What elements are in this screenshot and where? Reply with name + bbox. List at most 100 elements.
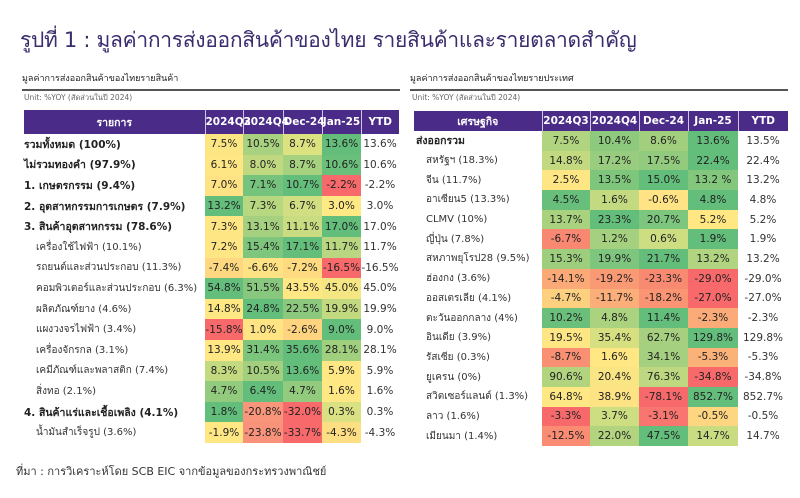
row-label: จีน (11.7%) bbox=[414, 170, 542, 191]
cell-2024q3: 14.8% bbox=[205, 298, 243, 320]
table-row: จีน (11.7%) 2.5% 13.5% 15.0% 13.2 % 13.2% bbox=[414, 170, 788, 191]
cell-2024q3: 64.8% bbox=[542, 386, 590, 407]
table-row: 1. เกษตรกรรม (9.4%) 7.0% 7.1% 10.7% -2.2% -2.… bbox=[24, 175, 399, 196]
cell-jan-25: 28.1% bbox=[322, 339, 361, 361]
cell-2024q4: 3.7% bbox=[590, 406, 639, 427]
cell-2024q3: -12.5% bbox=[542, 426, 590, 446]
cell-ytd: 13.2% bbox=[738, 249, 788, 269]
table-row: ออสเตรเลีย (4.1%) -4.7% -11.7% -18.2% -27.0%… bbox=[414, 288, 788, 309]
cell-dec-24: -32.0% bbox=[283, 401, 322, 423]
cell-dec-24: 22.5% bbox=[283, 298, 322, 320]
cell-2024q4: 1.6% bbox=[590, 190, 639, 210]
left-table-subtitle: มูลค่าการส่งออกสินค้าของไทยรายสินค้า bbox=[22, 71, 400, 91]
cell-2024q3: -6.7% bbox=[542, 229, 590, 250]
header-economy: เศรษฐกิจ bbox=[414, 111, 542, 131]
cell-dec-24: 11.1% bbox=[283, 216, 322, 237]
cell-ytd: -2.2% bbox=[361, 175, 399, 196]
cell-ytd: 129.8% bbox=[738, 327, 788, 348]
cell-jan-25: 3.0% bbox=[322, 195, 361, 217]
cell-jan-25: 22.4% bbox=[688, 150, 738, 171]
cell-dec-24: 6.7% bbox=[283, 195, 322, 217]
cell-ytd: -2.3% bbox=[738, 308, 788, 328]
figure-title: รูปที่ 1 : มูลค่าการส่งออกสินค้าของไทย ร… bbox=[20, 28, 637, 52]
cell-2024q4: 7.3% bbox=[243, 195, 283, 217]
row-label: ผลิตภัณฑ์ยาง (4.6%) bbox=[24, 298, 205, 320]
cell-dec-24: -2.6% bbox=[283, 319, 322, 340]
cell-jan-25: 5.9% bbox=[322, 360, 361, 382]
table-row: แผงวงจรไฟฟ้า (3.4%) -15.8% 1.0% -2.6% 9.0% 9.… bbox=[24, 319, 399, 340]
cell-ytd: 3.0% bbox=[361, 195, 399, 217]
cell-2024q4: 10.5% bbox=[243, 134, 283, 155]
cell-jan-25: -16.5% bbox=[322, 257, 361, 279]
cell-ytd: -29.0% bbox=[738, 268, 788, 289]
table-row: น้ำมันสำเร็จรูป (3.6%) -1.9% -23.8% -33.7% -… bbox=[24, 422, 399, 443]
cell-jan-25: -2.2% bbox=[322, 175, 361, 196]
header-ytd: YTD bbox=[737, 111, 788, 131]
cell-dec-24: 43.5% bbox=[283, 278, 322, 299]
cell-dec-24: 76.3% bbox=[639, 367, 688, 387]
cell-2024q4: 15.4% bbox=[243, 236, 283, 258]
cell-ytd: 5.2% bbox=[738, 209, 788, 230]
table-header-row: เศรษฐกิจ 2024Q3 2024Q4 Dec-24 Jan-25 YTD bbox=[414, 111, 788, 131]
row-label: ตะวันออกกลาง (4%) bbox=[414, 308, 542, 328]
table-row: ไม่รวมทองคำ (97.9%) 6.1% 8.0% 8.7% 10.6% 10.6… bbox=[24, 154, 399, 176]
row-label: รถยนต์และส่วนประกอบ (11.3%) bbox=[24, 257, 205, 279]
cell-2024q3: 7.5% bbox=[205, 134, 243, 155]
cell-2024q3: 7.0% bbox=[205, 175, 243, 196]
cell-ytd: 5.9% bbox=[361, 360, 399, 382]
cell-2024q4: 23.3% bbox=[590, 209, 639, 230]
cell-ytd: 13.2% bbox=[738, 170, 788, 191]
cell-2024q3: 13.7% bbox=[542, 209, 590, 230]
row-label: สหภาพยุโรป28 (9.5%) bbox=[414, 249, 542, 269]
cell-2024q3: 10.2% bbox=[542, 308, 590, 328]
cell-2024q4: 4.8% bbox=[590, 308, 639, 328]
cell-ytd: -4.3% bbox=[361, 422, 399, 443]
cell-ytd: 17.0% bbox=[361, 216, 399, 237]
cell-jan-25: 14.7% bbox=[688, 426, 738, 446]
cell-dec-24: -78.1% bbox=[639, 386, 688, 407]
row-label: ไม่รวมทองคำ (97.9%) bbox=[24, 154, 205, 176]
cell-ytd: 13.6% bbox=[361, 134, 399, 155]
row-label: คอมพิวเตอร์และส่วนประกอบ (6.3%) bbox=[24, 278, 205, 299]
cell-dec-24: 10.7% bbox=[283, 175, 322, 196]
cell-2024q4: 10.5% bbox=[243, 360, 283, 382]
cell-ytd: -16.5% bbox=[361, 257, 399, 279]
row-label: แผงวงจรไฟฟ้า (3.4%) bbox=[24, 319, 205, 340]
cell-2024q4: 1.2% bbox=[590, 229, 639, 250]
cell-dec-24: 8.7% bbox=[283, 134, 322, 155]
cell-2024q4: 19.9% bbox=[590, 249, 639, 269]
cell-2024q3: 2.5% bbox=[542, 170, 590, 191]
cell-jan-25: 13.2 % bbox=[688, 170, 738, 191]
row-label: ส่งออกรวม bbox=[414, 131, 542, 151]
table-row: สหภาพยุโรป28 (9.5%) 15.3% 19.9% 21.7% 13.2% 1… bbox=[414, 249, 788, 269]
cell-2024q3: -8.7% bbox=[542, 347, 590, 368]
cell-jan-25: -0.5% bbox=[688, 406, 738, 427]
cell-ytd: 22.4% bbox=[738, 150, 788, 171]
cell-jan-25: 11.7% bbox=[322, 236, 361, 258]
cell-ytd: 11.7% bbox=[361, 236, 399, 258]
cell-2024q3: -7.4% bbox=[205, 257, 243, 279]
row-label: CLMV (10%) bbox=[414, 209, 542, 230]
row-label: สิ่งทอ (2.1%) bbox=[24, 381, 205, 402]
table-row: ตะวันออกกลาง (4%) 10.2% 4.8% 11.4% -2.3% -2.3… bbox=[414, 308, 788, 328]
cell-2024q4: -19.2% bbox=[590, 268, 639, 289]
cell-ytd: 4.8% bbox=[738, 190, 788, 210]
cell-ytd: 9.0% bbox=[361, 319, 399, 340]
cell-ytd: 45.0% bbox=[361, 278, 399, 299]
cell-2024q3: 4.7% bbox=[205, 381, 243, 402]
cell-dec-24: -0.6% bbox=[639, 190, 688, 210]
cell-jan-25: 17.0% bbox=[322, 216, 361, 237]
header-jan-25: Jan-25 bbox=[321, 110, 361, 134]
cell-dec-24: 8.6% bbox=[639, 131, 688, 151]
cell-ytd: 19.9% bbox=[361, 298, 399, 320]
cell-2024q3: -15.8% bbox=[205, 319, 243, 340]
cell-dec-24: 17.1% bbox=[283, 236, 322, 258]
table-row: ฮ่องกง (3.6%) -14.1% -19.2% -23.3% -29.0% -29… bbox=[414, 268, 788, 289]
cell-dec-24: 17.5% bbox=[639, 150, 688, 171]
cell-2024q3: 54.8% bbox=[205, 278, 243, 299]
row-label: 4. สินค้าแร่และเชื้อเพลิง (4.1%) bbox=[24, 401, 205, 423]
table-row: เมียนมา (1.4%) -12.5% 22.0% 47.5% 14.7% 14.7% bbox=[414, 426, 788, 446]
header-item: รายการ bbox=[24, 110, 205, 134]
cell-2024q3: 1.8% bbox=[205, 401, 243, 423]
table-row: ยูเครน (0%) 90.6% 20.4% 76.3% -34.8% -34.8% bbox=[414, 367, 788, 387]
